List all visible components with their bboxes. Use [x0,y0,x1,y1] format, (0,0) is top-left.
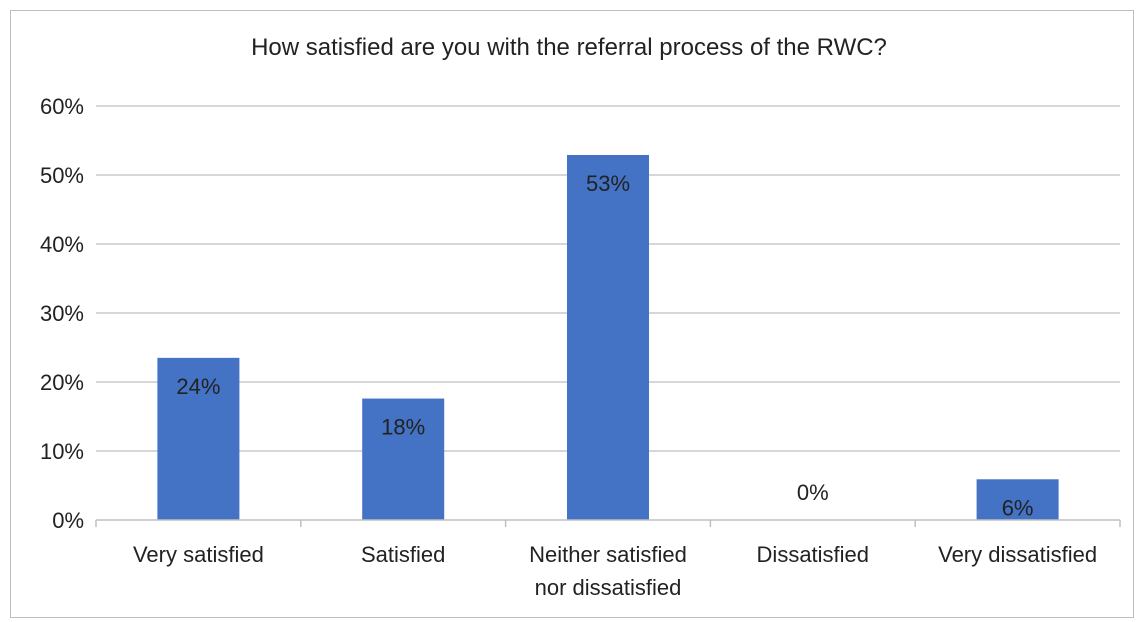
data-label: 24% [176,374,220,399]
y-tick-label: 60% [40,94,84,119]
y-tick-label: 30% [40,301,84,326]
y-tick-label: 40% [40,232,84,257]
bar [976,479,1059,520]
category-label: Dissatisfied [757,542,869,567]
y-tick-label: 10% [40,439,84,464]
chart-title: How satisfied are you with the referral … [251,34,887,61]
category-label: Neither satisfied [529,542,687,567]
x-axis [95,519,1121,527]
category-label: Very satisfied [133,542,264,567]
category-label: Very dissatisfied [938,542,1097,567]
y-tick-label: 50% [40,163,84,188]
category-label: Satisfied [361,542,445,567]
y-tick-label: 0% [52,508,84,533]
data-label: 53% [586,171,630,196]
y-tick-label: 20% [40,370,84,395]
bar [157,357,240,520]
data-label: 18% [381,415,425,440]
data-label: 0% [797,480,829,505]
bar [362,398,445,520]
bar [567,154,649,521]
data-labels: 24% 18% 53% 0% 6% [176,171,1033,520]
y-axis-ticks: 0% 10% 20% 30% 40% 50% 60% [40,94,84,533]
category-labels: Very satisfied Satisfied Neither satisfied… [133,542,1097,600]
category-label: nor dissatisfied [535,575,682,600]
bars [157,154,1059,521]
data-label: 6% [1002,495,1034,520]
